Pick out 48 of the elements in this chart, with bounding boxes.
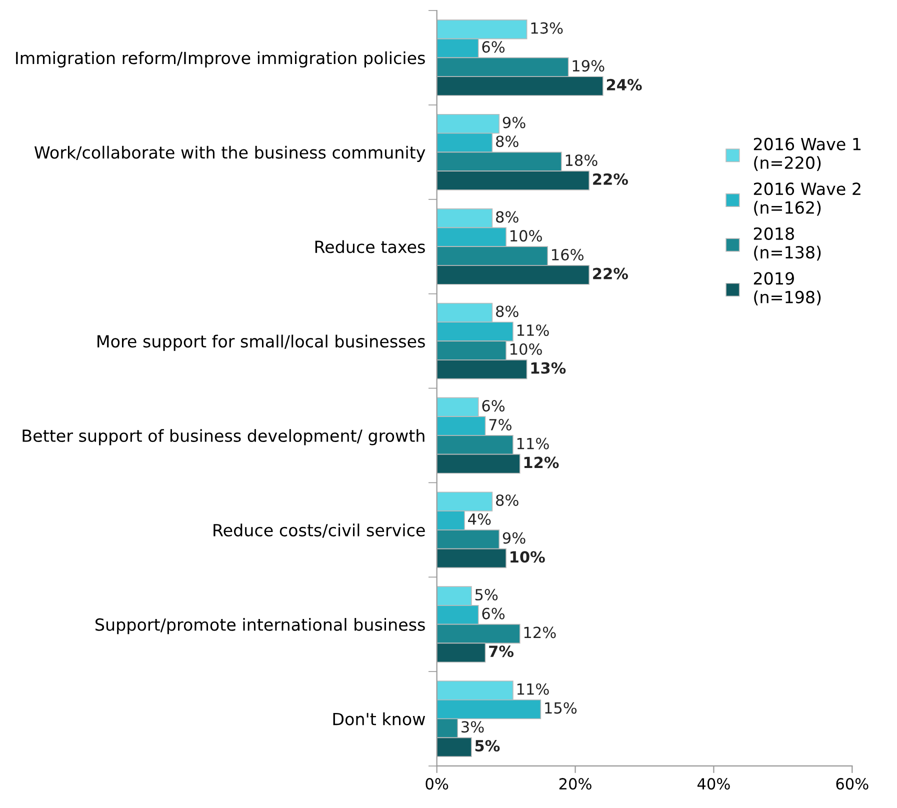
- data-label: 5%: [475, 740, 500, 752]
- data-label: 5%: [475, 588, 498, 600]
- data-label: 8%: [496, 211, 518, 223]
- data-label: 15%: [545, 702, 577, 714]
- data-label: 7%: [489, 418, 512, 430]
- y-tick-label: Don't know: [333, 712, 426, 726]
- data-label: 10%: [510, 343, 542, 355]
- y-tick-label: Reduce taxes: [315, 240, 425, 254]
- data-label: 18%: [566, 154, 598, 166]
- y-tick-label: More support for small/local businesses: [98, 334, 425, 351]
- data-label: 8%: [496, 494, 518, 506]
- data-label: 22%: [593, 173, 628, 185]
- data-label: 6%: [482, 400, 505, 412]
- data-label: 6%: [482, 41, 505, 53]
- data-label: 8%: [496, 136, 518, 148]
- legend-label: 2016 Wave 1 (n=220): [754, 138, 861, 171]
- data-label: 11%: [517, 683, 549, 695]
- data-label: 11%: [517, 438, 549, 450]
- x-tick-label: 20%: [559, 778, 592, 790]
- data-label: 4%: [468, 513, 491, 525]
- data-label: 19%: [572, 60, 604, 72]
- y-tick-label: Work/collaborate with the business community: [34, 146, 426, 162]
- data-label: 12%: [524, 456, 559, 468]
- y-tick-label: Better support of business development/ growth: [22, 429, 424, 446]
- data-label: 13%: [531, 362, 566, 374]
- data-label: 12%: [524, 626, 556, 638]
- data-label: 10%: [510, 551, 545, 563]
- x-tick-label: 0%: [426, 778, 448, 790]
- legend-label: 2019 (n=198): [754, 272, 821, 306]
- data-label: 6%: [482, 608, 505, 620]
- legend-label: 2016 Wave 2 (n=162): [754, 182, 860, 216]
- data-label: 9%: [502, 532, 526, 544]
- y-tick-label: Immigration reform/Improve immigration policies: [16, 51, 425, 68]
- data-label: 7%: [489, 646, 514, 658]
- data-label: 22%: [593, 268, 628, 280]
- y-tick-label: Reduce costs/civil service: [214, 524, 425, 538]
- data-label: 13%: [531, 22, 563, 34]
- data-label: 11%: [517, 324, 549, 336]
- data-label: 24%: [606, 78, 642, 90]
- data-label: 10%: [510, 230, 542, 242]
- data-label: 16%: [552, 248, 584, 260]
- data-label: 8%: [496, 306, 518, 318]
- x-tick-label: 60%: [836, 778, 868, 790]
- legend-label: 2018 (n=138): [754, 227, 821, 261]
- data-label: 3%: [462, 721, 484, 733]
- data-label: 9%: [502, 116, 526, 128]
- y-tick-label: Support/promote international business: [96, 618, 425, 634]
- x-tick-label: 40%: [697, 778, 730, 790]
